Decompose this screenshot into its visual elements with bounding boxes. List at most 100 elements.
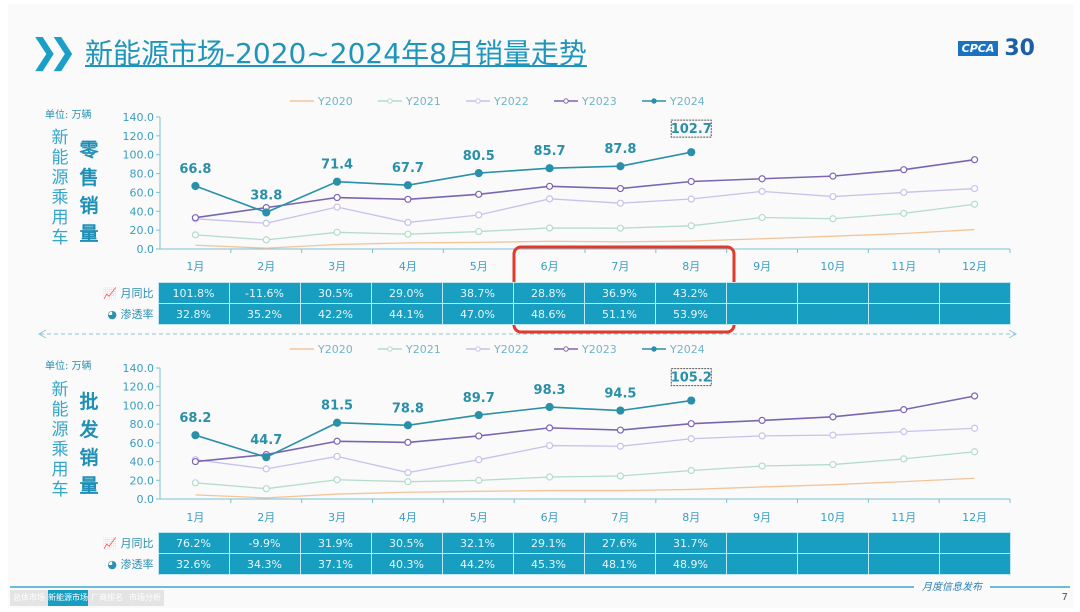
legend-label: Y2020 bbox=[317, 343, 353, 356]
table-row: 📈 月同比 76.2% -9.9% 31.9% 30.5% 32.1% 29.1% 27.6%… bbox=[85, 532, 1011, 554]
data-label: 87.8 bbox=[604, 142, 636, 157]
data-label: 89.7 bbox=[463, 391, 495, 406]
data-label: 105.2 bbox=[671, 371, 712, 386]
row-label: ◕ 渗透率 bbox=[85, 303, 158, 325]
data-point bbox=[687, 435, 695, 443]
data-point bbox=[687, 148, 696, 157]
data-point bbox=[758, 432, 766, 440]
legend-marker bbox=[563, 98, 569, 104]
table-cell bbox=[867, 553, 940, 575]
table-cell: 43.2% bbox=[654, 282, 727, 304]
table-cell: 48.6% bbox=[512, 303, 585, 325]
data-point bbox=[475, 211, 483, 219]
legend-label: Y2024 bbox=[669, 95, 705, 108]
table-cell: -9.9% bbox=[228, 532, 301, 554]
table-cell: 29.0% bbox=[370, 282, 443, 304]
data-label: 67.7 bbox=[392, 161, 424, 176]
y-tick-label: 40.0 bbox=[130, 456, 155, 469]
series-Y2022 bbox=[191, 184, 979, 227]
data-point bbox=[403, 421, 413, 430]
tab-analysis[interactable]: 市场分析 bbox=[126, 590, 164, 606]
table-cell: 30.5% bbox=[370, 532, 443, 554]
legend-label: Y2021 bbox=[405, 95, 441, 108]
data-point bbox=[970, 448, 979, 456]
unit-label-retail: 单位: 万辆 bbox=[45, 110, 92, 121]
row-label: 📈 月同比 bbox=[85, 532, 158, 554]
tab-nev[interactable]: 新能源市场 bbox=[48, 590, 88, 606]
y-tick-label: 20.0 bbox=[130, 474, 155, 487]
legend-marker bbox=[475, 346, 481, 352]
footer-tabs: 总体市场 新能源市场 厂商排名 市场分析 bbox=[10, 590, 164, 606]
data-point bbox=[262, 208, 271, 217]
data-label: 44.7 bbox=[250, 433, 282, 448]
y-tick-label: 60.0 bbox=[130, 437, 155, 450]
legend-marker bbox=[387, 346, 393, 352]
data-label: 80.5 bbox=[463, 149, 495, 164]
y-tick-label: 0.0 bbox=[137, 493, 155, 506]
data-label: 94.5 bbox=[604, 387, 636, 402]
data-point bbox=[900, 166, 908, 174]
data-point bbox=[616, 224, 625, 232]
table-row: ◕ 渗透率 32.6% 34.3% 37.1% 40.3% 44.2% 45.3% 48.1%… bbox=[85, 553, 1011, 575]
wholesale-stats-table: 📈 月同比 76.2% -9.9% 31.9% 30.5% 32.1% 29.1% 27.6%… bbox=[85, 532, 1011, 575]
data-point bbox=[829, 413, 837, 421]
table-cell: -11.6% bbox=[228, 282, 301, 304]
arrow-left-icon bbox=[37, 329, 47, 339]
table-cell: 51.1% bbox=[583, 303, 656, 325]
data-point bbox=[332, 418, 342, 427]
table-cell: 35.2% bbox=[228, 303, 301, 325]
series-line bbox=[195, 477, 975, 499]
x-tick-label: 7月 bbox=[611, 260, 629, 273]
y-tick-label: 80.0 bbox=[130, 418, 155, 431]
table-cell: 101.8% bbox=[157, 282, 230, 304]
x-tick-label: 9月 bbox=[753, 260, 771, 273]
data-point bbox=[475, 227, 483, 236]
table-cell bbox=[725, 282, 798, 304]
data-point bbox=[545, 182, 554, 190]
tab-ranking[interactable]: 厂商排名 bbox=[88, 590, 126, 606]
series-line bbox=[195, 395, 975, 463]
legend-label: Y2020 bbox=[317, 95, 353, 108]
side-label-wholesale: 新能源乘用车 bbox=[51, 380, 69, 500]
data-point bbox=[403, 181, 413, 190]
data-point bbox=[758, 462, 766, 470]
series-Y2024: 66.8 38.8 71.4 67.7 80.5 85.7 87.8 102.7 bbox=[179, 119, 712, 217]
chart-title-wholesale: 批发销量 bbox=[79, 391, 99, 497]
series-Y2023 bbox=[191, 156, 979, 222]
cpca-logo-text: CPCA bbox=[957, 41, 999, 56]
data-point bbox=[616, 162, 625, 171]
data-point bbox=[262, 453, 271, 462]
data-point bbox=[475, 190, 483, 198]
side-label-retail: 新能源乘用车 bbox=[51, 128, 69, 248]
tab-overall[interactable]: 总体市场 bbox=[10, 590, 48, 606]
series-line bbox=[195, 203, 975, 241]
data-point bbox=[191, 181, 200, 191]
data-point bbox=[616, 406, 625, 415]
data-point bbox=[758, 175, 766, 183]
series-line bbox=[195, 228, 975, 249]
data-point bbox=[332, 177, 342, 186]
pie-chart-icon: ◕ bbox=[107, 558, 121, 571]
y-tick-label: 120.0 bbox=[123, 130, 155, 143]
data-point bbox=[191, 479, 200, 487]
data-point bbox=[970, 392, 979, 400]
table-cell: 32.6% bbox=[157, 553, 230, 575]
x-tick-label: 4月 bbox=[399, 260, 417, 273]
x-tick-label: 10月 bbox=[820, 260, 845, 273]
data-point bbox=[475, 432, 483, 440]
data-label-box bbox=[670, 368, 712, 387]
y-tick-label: 80.0 bbox=[130, 168, 155, 181]
data-label: 102.7 bbox=[671, 122, 712, 137]
table-cell bbox=[725, 553, 798, 575]
data-point bbox=[333, 452, 341, 461]
data-point bbox=[900, 209, 908, 217]
data-point bbox=[404, 438, 412, 446]
x-tick-label: 2月 bbox=[257, 260, 275, 273]
footer-divider bbox=[10, 586, 1070, 588]
data-point bbox=[687, 420, 695, 428]
data-point bbox=[758, 187, 766, 195]
data-point bbox=[333, 193, 341, 202]
page-number: 7 bbox=[1061, 592, 1068, 603]
legend-label: Y2022 bbox=[493, 343, 529, 356]
legend-label: Y2021 bbox=[405, 343, 441, 356]
